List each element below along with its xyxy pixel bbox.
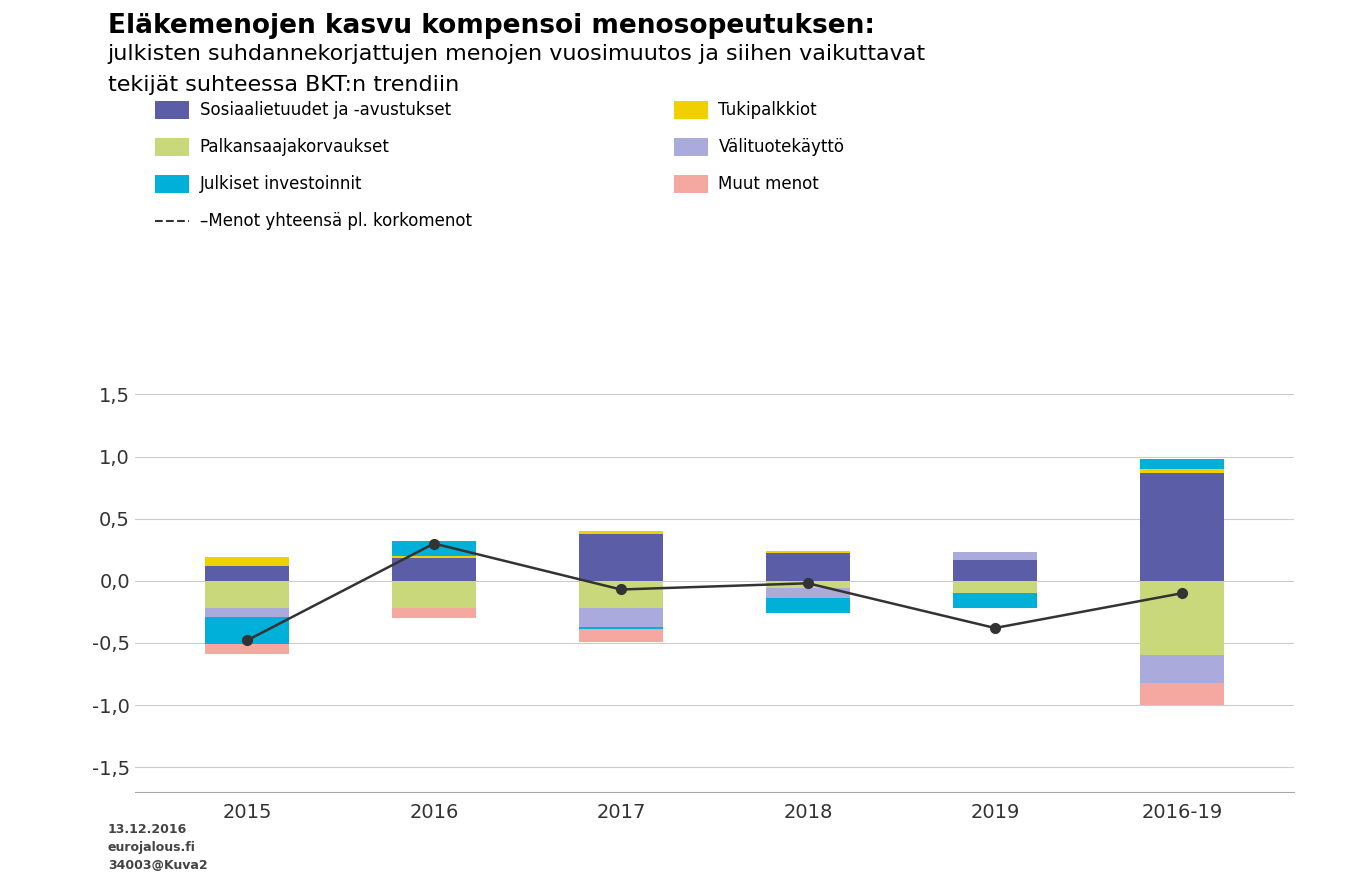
Bar — [205, 581, 288, 608]
Bar — [205, 644, 288, 654]
Bar — [766, 588, 851, 598]
Bar — [953, 581, 1037, 593]
Bar — [1140, 459, 1224, 469]
Bar — [1140, 683, 1224, 705]
Text: Sosiaalietuudet ja -avustukset: Sosiaalietuudet ja -avustukset — [200, 101, 450, 119]
Bar — [1140, 473, 1224, 581]
Text: julkisten suhdannekorjattujen menojen vuosimuutos ja siihen vaikuttavat: julkisten suhdannekorjattujen menojen vu… — [108, 44, 926, 64]
Bar — [953, 560, 1037, 581]
Bar — [205, 557, 288, 566]
Bar — [578, 532, 663, 533]
Bar — [766, 581, 851, 588]
Bar — [578, 581, 663, 608]
Bar — [953, 553, 1037, 560]
Bar — [205, 608, 288, 617]
Bar — [1140, 469, 1224, 473]
Bar — [766, 554, 851, 581]
Text: 13.12.2016
eurojalous.fi
34003@Kuva2: 13.12.2016 eurojalous.fi 34003@Kuva2 — [108, 823, 208, 872]
Bar — [578, 608, 663, 627]
Text: Muut menot: Muut menot — [718, 175, 820, 193]
Bar — [392, 541, 476, 556]
Bar — [766, 598, 851, 613]
Bar — [578, 629, 663, 642]
Bar — [392, 608, 476, 618]
Bar — [766, 551, 851, 554]
Bar — [578, 627, 663, 629]
Text: tekijät suhteessa BKT:n trendiin: tekijät suhteessa BKT:n trendiin — [108, 75, 460, 95]
Text: Julkiset investoinnit: Julkiset investoinnit — [200, 175, 363, 193]
Bar — [1140, 656, 1224, 683]
Bar — [392, 559, 476, 581]
Text: Välituotekäyttö: Välituotekäyttö — [718, 138, 844, 156]
Bar — [578, 533, 663, 581]
Text: Palkansaajakorvaukset: Palkansaajakorvaukset — [200, 138, 390, 156]
Text: Eläkemenojen kasvu kompensoi menosopeutuksen:: Eläkemenojen kasvu kompensoi menosopeutu… — [108, 13, 875, 40]
Bar — [392, 581, 476, 608]
Text: Tukipalkkiot: Tukipalkkiot — [718, 101, 817, 119]
Text: –Menot yhteensä pl. korkomenot: –Menot yhteensä pl. korkomenot — [200, 212, 472, 230]
Bar — [392, 556, 476, 559]
Bar — [1140, 581, 1224, 656]
Bar — [205, 617, 288, 644]
Bar — [953, 593, 1037, 608]
Bar — [205, 566, 288, 581]
